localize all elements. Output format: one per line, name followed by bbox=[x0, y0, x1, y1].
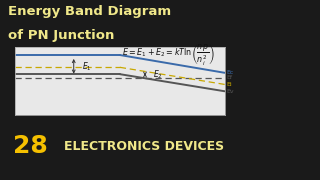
Text: Energy Band Diagram: Energy Band Diagram bbox=[8, 5, 171, 18]
Text: Ec: Ec bbox=[227, 70, 234, 75]
Text: of PN Junction: of PN Junction bbox=[8, 29, 114, 42]
Text: Ei: Ei bbox=[227, 82, 232, 87]
Text: $E_1$: $E_1$ bbox=[82, 60, 92, 73]
Text: $E = E_1 + E_2 = kT\ln\!\left(\dfrac{np}{n_i^2}\right)$: $E = E_1 + E_2 = kT\ln\!\left(\dfrac{np}… bbox=[122, 42, 214, 67]
Text: $E_2$: $E_2$ bbox=[153, 68, 163, 81]
Text: Ef: Ef bbox=[227, 75, 233, 80]
Text: Ev: Ev bbox=[227, 89, 234, 94]
Text: 28: 28 bbox=[13, 134, 48, 158]
Text: ELECTRONICS DEVICES: ELECTRONICS DEVICES bbox=[64, 140, 224, 153]
